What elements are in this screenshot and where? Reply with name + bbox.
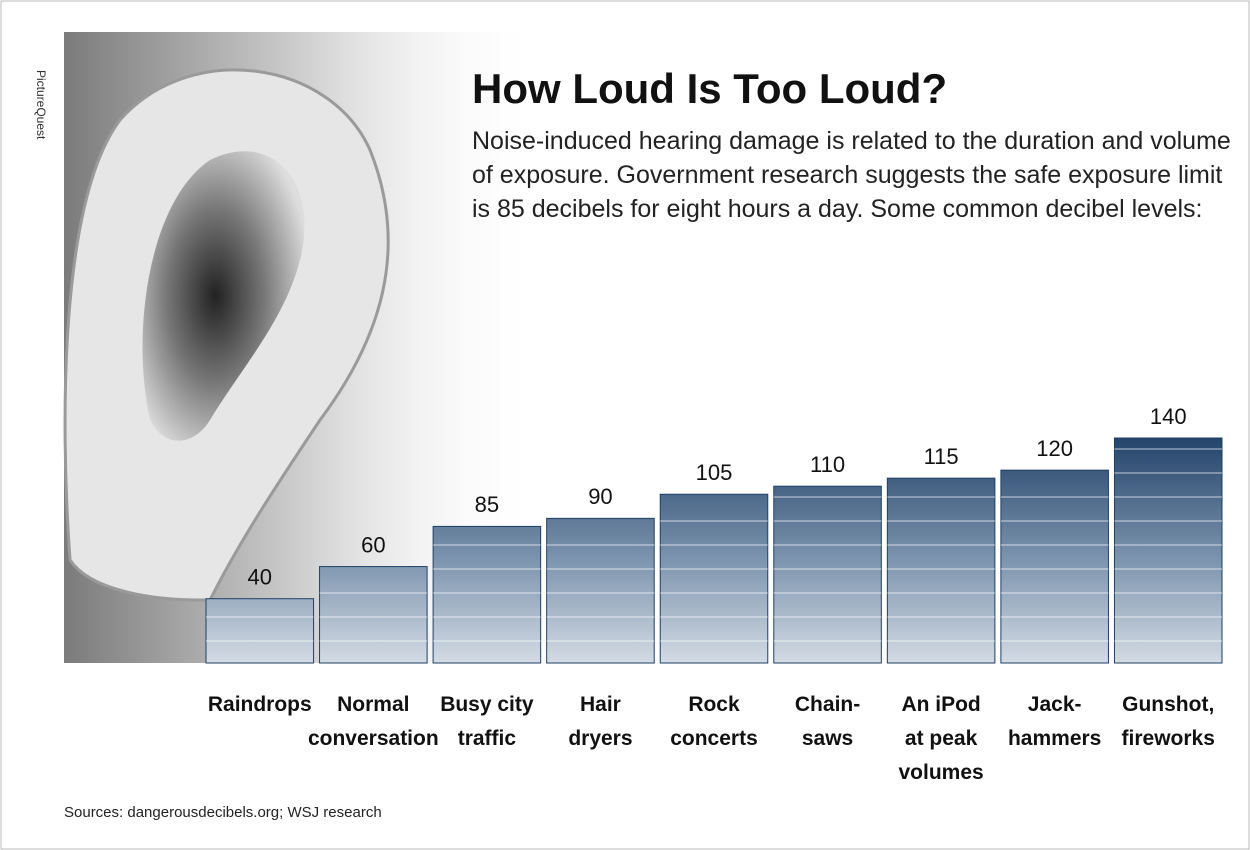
value-label: 60 (361, 532, 385, 557)
value-label: 105 (696, 460, 733, 485)
value-label: 115 (924, 444, 959, 469)
category-label: An iPod at peak volumes (899, 693, 984, 784)
category-label: Rock concerts (670, 693, 758, 750)
photo-credit: PictureQuest (34, 70, 48, 140)
ear-inner (142, 151, 305, 441)
bar (886, 477, 996, 664)
value-label: 85 (475, 492, 499, 517)
chart-title: How Loud Is Too Loud? (472, 65, 947, 112)
bar (773, 485, 882, 664)
category-label: Gunshot, fireworks (1122, 693, 1215, 750)
value-label: 90 (588, 484, 612, 509)
value-label: 110 (810, 452, 845, 477)
category-label: Jack-hammers (1008, 693, 1101, 750)
value-label: 120 (1036, 436, 1073, 461)
category-label: Hair dryers (568, 693, 632, 750)
source: Sources: dangerousdecibels.org; WSJ rese… (64, 804, 382, 821)
chart-floor (64, 663, 1225, 664)
bar (432, 525, 542, 664)
value-label: 140 (1150, 404, 1187, 429)
subtitle: Noise-induced hearing damage is related … (472, 127, 1231, 223)
bar (319, 566, 428, 664)
bar (659, 493, 769, 664)
bar (1000, 469, 1109, 664)
bar (546, 517, 655, 664)
bar (1113, 437, 1223, 664)
category-label: Normal conversation (308, 693, 439, 750)
bar (205, 598, 315, 664)
category-label: Busy city traffic (440, 693, 534, 750)
category-label: Raindrops (208, 693, 312, 716)
category-label: Chain-saws (795, 693, 860, 750)
value-label: 40 (248, 565, 272, 590)
